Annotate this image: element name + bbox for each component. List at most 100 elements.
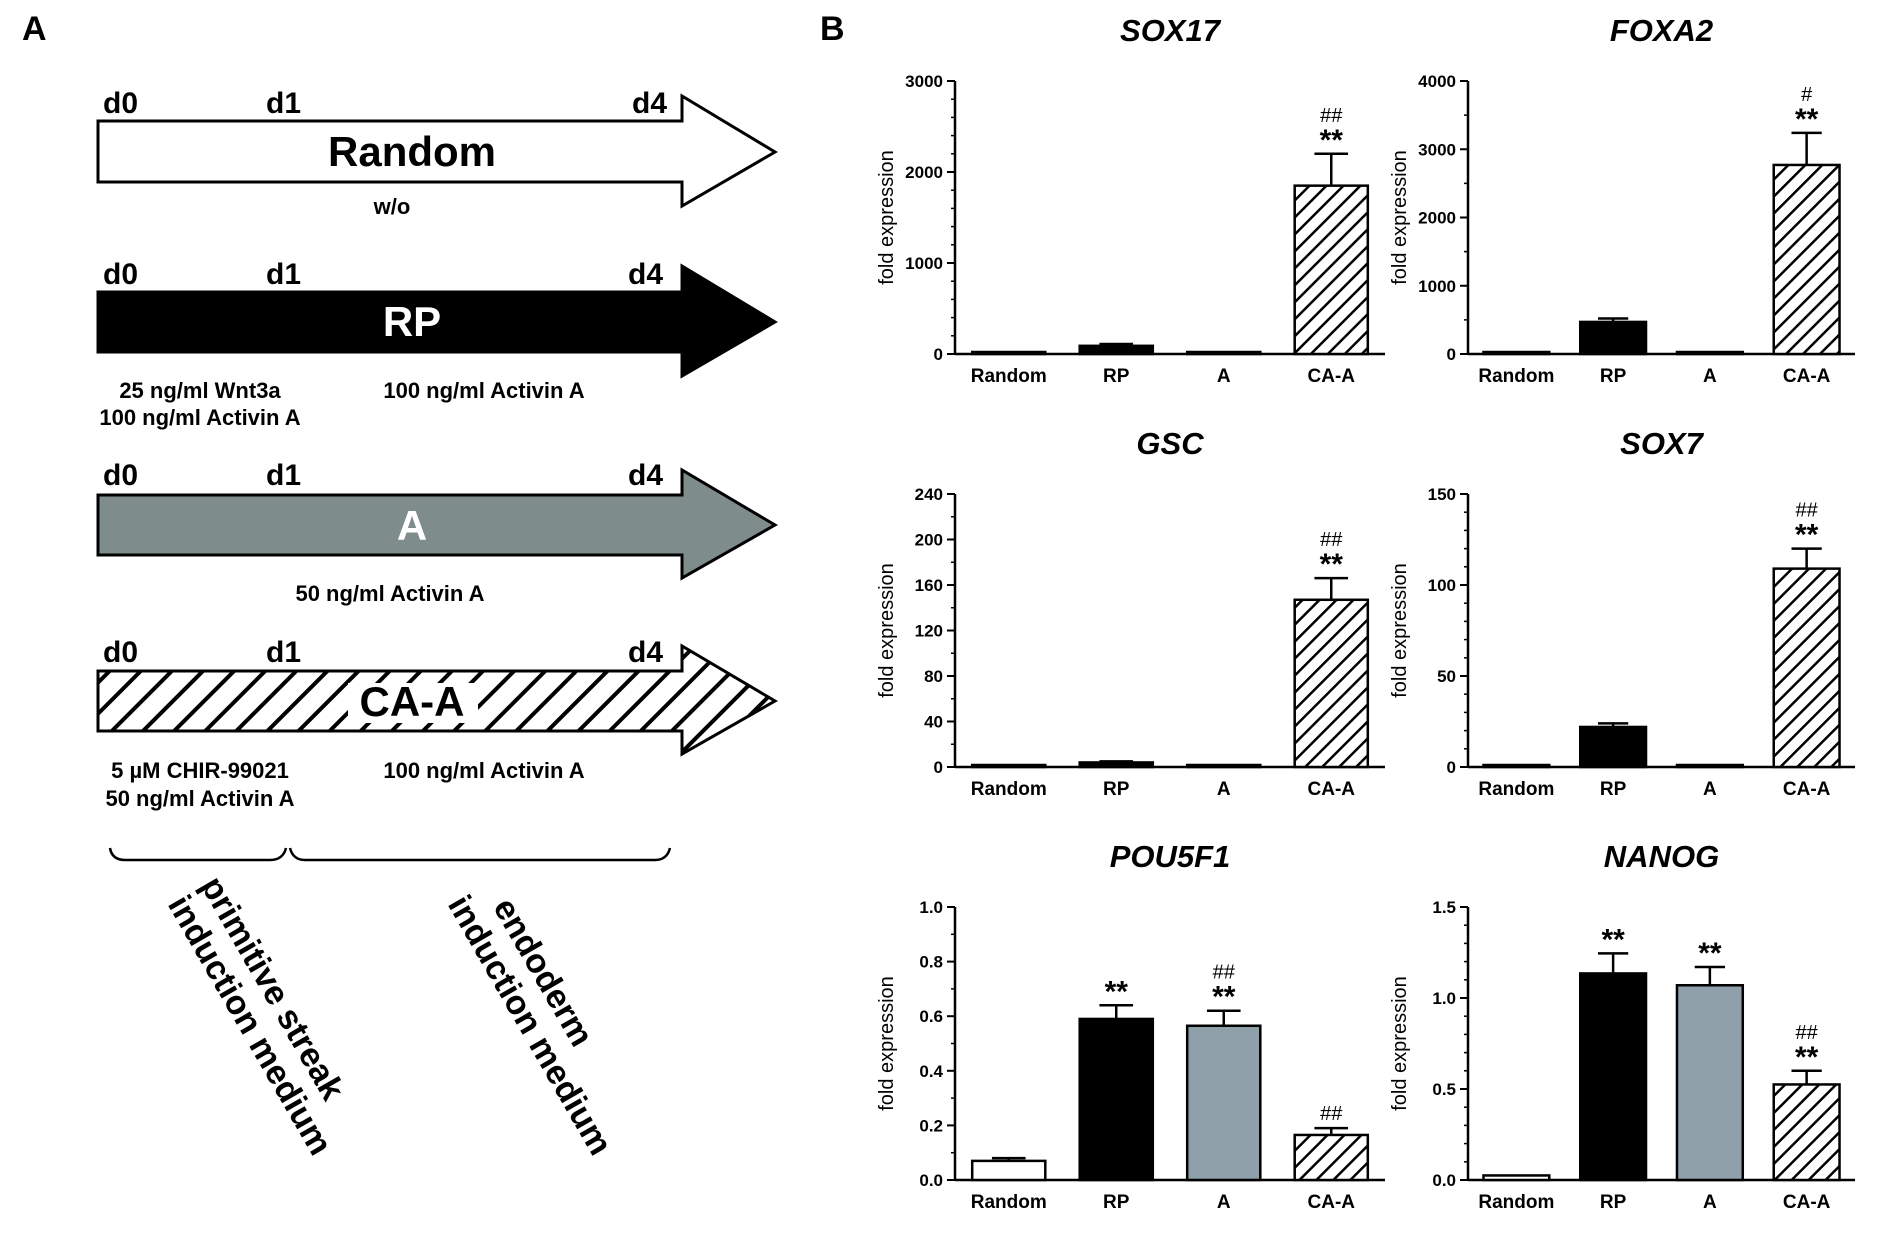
- x-tick-label: A: [1703, 1192, 1717, 1213]
- bar-a: [1675, 984, 1745, 1182]
- medium-text: 50 ng/ml Activin A: [105, 786, 294, 811]
- y-tick-label: 1.5: [1432, 898, 1456, 917]
- y-axis-label: fold expression: [876, 150, 898, 285]
- x-tick-label: RP: [1103, 779, 1130, 800]
- arrow-shape: [96, 263, 778, 379]
- significance-hash: ##: [1796, 500, 1819, 522]
- y-tick-label: 120: [915, 622, 943, 641]
- x-tick-label: Random: [1478, 779, 1554, 800]
- significance-hash: ##: [1213, 962, 1236, 984]
- bar-rp: [1078, 344, 1155, 356]
- bar-ca-a: [1772, 163, 1841, 356]
- chart-sox17: SOX17 fold expression 0 1000 2000 3000 Random R…: [876, 13, 1385, 387]
- phase-1-label: primitive streak induction medium: [160, 870, 352, 1162]
- y-tick-label: 160: [915, 576, 943, 595]
- chart-sox7: SOX7 fold expression 0 50 100 150 Random RP A CA-…: [1389, 426, 1855, 800]
- x-tick-label: CA-A: [1783, 779, 1831, 800]
- significance-hash: ##: [1320, 529, 1343, 551]
- y-tick-label: 1.0: [1432, 989, 1456, 1008]
- chart-pou5f1: POU5F1 fold expression 0.0 0.2 0.4 0.6 0.8 1.0 R…: [876, 839, 1385, 1213]
- day-label-d4: d4: [628, 258, 663, 291]
- medium-text: 100 ng/ml Activin A: [99, 405, 300, 430]
- bar-rp: [1578, 320, 1648, 356]
- significance-star: **: [1795, 1041, 1819, 1074]
- y-tick-label: 40: [924, 713, 943, 732]
- bar-random: [970, 350, 1047, 356]
- panel-a-label: A: [22, 10, 47, 48]
- x-tick-label: CA-A: [1308, 1192, 1356, 1213]
- x-tick-label: A: [1703, 366, 1717, 387]
- day-label-d4: d4: [628, 459, 663, 492]
- brace-phase-1: [108, 847, 288, 862]
- bar-random: [1482, 1174, 1551, 1182]
- chart-title: POU5F1: [1110, 839, 1231, 874]
- significance-star: **: [1698, 937, 1722, 970]
- chart-title: SOX7: [1620, 426, 1704, 461]
- y-tick-label: 0: [1447, 758, 1456, 777]
- arrow-rp: d0 d1 d4 RP 25 ng/ml Wnt3a 100 ng/ml Act…: [96, 258, 778, 430]
- y-tick-label: 1000: [1418, 277, 1456, 296]
- significance-hash: ##: [1796, 1022, 1819, 1044]
- x-tick-label: Random: [971, 366, 1047, 387]
- bar-rp: [1078, 761, 1155, 769]
- medium-text: 50 ng/ml Activin A: [295, 581, 484, 606]
- x-tick-label: RP: [1600, 366, 1627, 387]
- y-axis-label: fold expression: [1389, 150, 1411, 285]
- bar-rp: [1578, 972, 1648, 1182]
- y-tick-label: 0.5: [1432, 1080, 1456, 1099]
- x-tick-label: Random: [1478, 366, 1554, 387]
- bar-random: [1482, 763, 1551, 769]
- medium-text: 5 µM CHIR-99021: [111, 758, 289, 783]
- y-tick-label: 1.0: [919, 898, 943, 917]
- y-tick-label: 0.0: [919, 1171, 943, 1190]
- arrow-shape: [96, 93, 778, 209]
- chart-title: SOX17: [1120, 13, 1222, 48]
- medium-text: w/o: [373, 194, 411, 219]
- y-axis-label: fold expression: [876, 976, 898, 1111]
- arrow-label: A: [397, 502, 427, 549]
- bar-a: [1185, 763, 1262, 769]
- y-axis-label: fold expression: [1389, 563, 1411, 698]
- chart-grid: SOX17 fold expression 0 1000 2000 3000 Random R…: [876, 13, 1855, 1213]
- bar-random: [970, 763, 1047, 769]
- significance-star: **: [1795, 519, 1819, 552]
- y-tick-label: 50: [1437, 667, 1456, 686]
- y-tick-label: 3000: [905, 72, 943, 91]
- y-axis-label: fold expression: [876, 563, 898, 698]
- day-label-d4: d4: [632, 87, 667, 120]
- significance-hash: #: [1801, 84, 1813, 106]
- panel-b-label: B: [820, 10, 845, 48]
- y-tick-label: 100: [1428, 576, 1456, 595]
- y-tick-label: 2000: [1418, 209, 1456, 228]
- bar-ca-a: [1293, 184, 1370, 356]
- panel-b: B SOX17 fold expression 0 1000 2000 3000 Rando…: [820, 10, 1855, 1213]
- bar-ca-a: [1772, 567, 1841, 769]
- bar-a: [1675, 763, 1745, 769]
- significance-star: **: [1320, 124, 1344, 157]
- y-tick-label: 2000: [905, 163, 943, 182]
- x-tick-label: Random: [1478, 1192, 1554, 1213]
- significance-hash: ##: [1320, 105, 1343, 127]
- y-tick-label: 0.6: [919, 1007, 943, 1026]
- day-label-d0: d0: [103, 459, 138, 492]
- chart-title: NANOG: [1604, 839, 1719, 874]
- day-label-d1: d1: [266, 87, 301, 120]
- arrow-label: CA-A: [360, 678, 465, 725]
- day-label-d1: d1: [266, 636, 301, 669]
- significance-star: **: [1105, 975, 1129, 1008]
- x-tick-label: Random: [971, 779, 1047, 800]
- phase-braces: [108, 847, 672, 862]
- x-tick-label: RP: [1600, 1192, 1627, 1213]
- bar-a: [1675, 350, 1745, 356]
- x-tick-label: A: [1217, 366, 1231, 387]
- bar-rp: [1078, 1017, 1155, 1182]
- day-label-d0: d0: [103, 636, 138, 669]
- arrow-label: Random: [328, 128, 496, 175]
- bar-a: [1185, 350, 1262, 356]
- x-tick-label: RP: [1600, 779, 1627, 800]
- panel-a: A d0 d1 d4 Random w/o d0 d1 d4 RP 25 ng/…: [22, 10, 778, 1162]
- y-tick-label: 1000: [905, 254, 943, 273]
- chart-title: FOXA2: [1610, 13, 1713, 48]
- arrow-a: d0 d1 d4 A 50 ng/ml Activin A: [96, 459, 778, 606]
